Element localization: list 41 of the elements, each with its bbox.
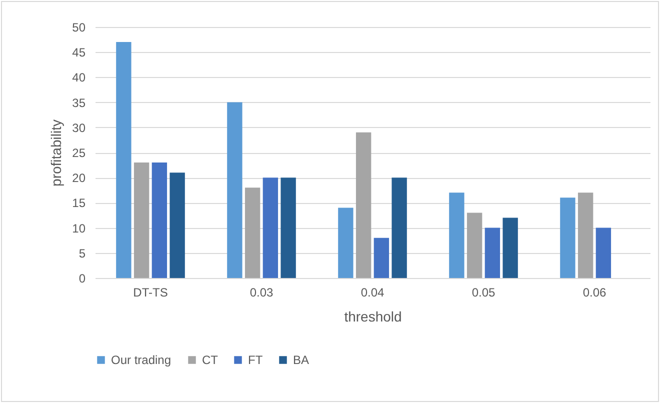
y-tick-label: 20 [72,171,86,186]
y-tick-label: 40 [72,70,86,85]
bar [484,228,500,278]
bar [578,192,594,278]
bar [244,188,260,278]
bar [338,208,354,278]
y-tick-label: 15 [72,196,86,210]
y-tick-label: 35 [72,96,86,110]
x-tick-label: DT-TS [133,286,168,300]
y-tick-label: 25 [72,146,86,160]
bar [227,102,242,278]
bar [560,198,576,278]
bar [170,172,185,278]
x-tick-label: 0.05 [472,286,496,300]
bar [134,162,150,278]
y-tick-label: 10 [72,221,86,236]
bar [502,218,518,278]
x-tick-label: 0.04 [360,286,384,300]
y-tick-label: 30 [72,120,86,135]
legend-label: BA [293,353,310,367]
bar [152,162,168,278]
bar [116,42,132,278]
y-tick-label: 45 [72,46,86,60]
y-tick-label: 50 [72,20,86,34]
legend-label: CT [202,353,219,367]
bar [356,132,372,278]
legend-label: Our trading [111,353,172,367]
bar [449,192,464,278]
x-axis-title: threshold [344,308,402,324]
x-tick-label: 0.06 [582,286,606,300]
bar [262,178,278,278]
y-tick-label: 5 [78,246,86,260]
bar [374,238,390,278]
legend-label: FT [248,353,264,367]
bar [392,178,407,278]
bar [280,178,296,278]
bar [466,212,482,278]
bar [596,228,612,278]
x-tick-label: 0.03 [250,286,274,300]
y-axis-title: profitability [48,120,64,186]
y-tick-label: 0 [78,272,86,286]
